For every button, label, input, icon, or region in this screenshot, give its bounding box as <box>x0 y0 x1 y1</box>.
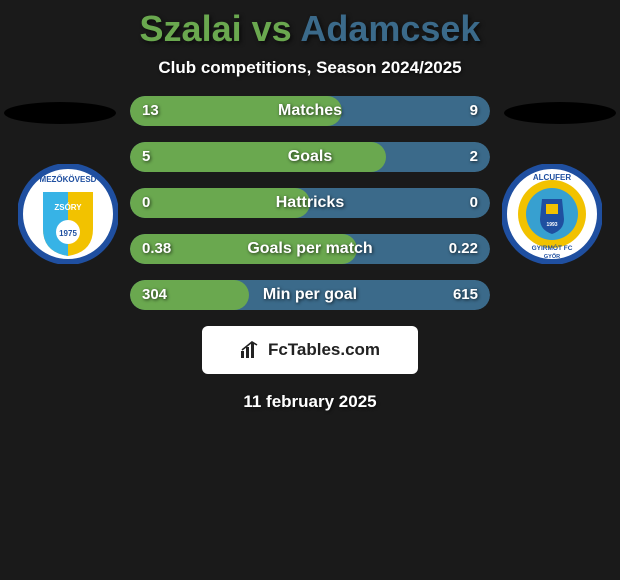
shadow-right <box>504 102 616 124</box>
stat-label: Min per goal <box>130 280 490 310</box>
club-crest-right-icon: ALCUFER GYIRMÓT FC GYŐR 1993 <box>502 164 602 264</box>
stat-value-left: 0.38 <box>142 234 171 264</box>
stat-row: Goals per match0.38 0.22 <box>130 234 490 264</box>
title-right: Adamcsek <box>300 8 480 49</box>
svg-text:GYIRMÓT FC: GYIRMÓT FC <box>532 243 573 252</box>
stat-value-left: 13 <box>142 96 159 126</box>
club-badge-left: MEZŐKÖVESD ZSÓRY 1975 <box>18 164 118 264</box>
club-badge-right: ALCUFER GYIRMÓT FC GYŐR 1993 <box>502 164 602 264</box>
stat-label: Matches <box>130 96 490 126</box>
stat-value-right: 2 <box>470 142 478 172</box>
svg-text:MEZŐKÖVESD: MEZŐKÖVESD <box>40 175 97 184</box>
stat-label: Hattricks <box>130 188 490 218</box>
svg-text:1975: 1975 <box>59 229 77 238</box>
stat-row: Goals5 2 <box>130 142 490 172</box>
comparison-panel: MEZŐKÖVESD ZSÓRY 1975 ALCUFER GYIRMÓT FC… <box>0 96 620 412</box>
stat-value-right: 0 <box>470 188 478 218</box>
stat-row: Min per goal304 615 <box>130 280 490 310</box>
stat-value-left: 304 <box>142 280 167 310</box>
stat-row: Hattricks0 0 <box>130 188 490 218</box>
date-text: 11 february 2025 <box>0 392 620 412</box>
svg-text:ZSÓRY: ZSÓRY <box>54 203 82 212</box>
title-left: Szalai <box>140 8 242 49</box>
stat-value-left: 0 <box>142 188 150 218</box>
page-title: Szalai vs Adamcsek <box>0 0 620 50</box>
subtitle: Club competitions, Season 2024/2025 <box>0 58 620 78</box>
svg-text:1993: 1993 <box>546 222 557 228</box>
shadow-left <box>4 102 116 124</box>
stat-row: Matches13 9 <box>130 96 490 126</box>
bar-chart-icon <box>240 341 262 359</box>
stat-value-right: 615 <box>453 280 478 310</box>
stat-label: Goals per match <box>130 234 490 264</box>
brand-footer: FcTables.com <box>202 326 418 374</box>
stat-value-right: 9 <box>470 96 478 126</box>
stat-value-left: 5 <box>142 142 150 172</box>
club-crest-left-icon: MEZŐKÖVESD ZSÓRY 1975 <box>18 164 118 264</box>
stat-label: Goals <box>130 142 490 172</box>
stat-bars: Matches13 9 Goals5 2 Hattricks0 0 Goals per ma… <box>130 96 490 310</box>
brand-text: FcTables.com <box>268 340 380 360</box>
stat-value-right: 0.22 <box>449 234 478 264</box>
title-vs: vs <box>242 8 301 49</box>
svg-text:GYŐR: GYŐR <box>544 253 560 260</box>
